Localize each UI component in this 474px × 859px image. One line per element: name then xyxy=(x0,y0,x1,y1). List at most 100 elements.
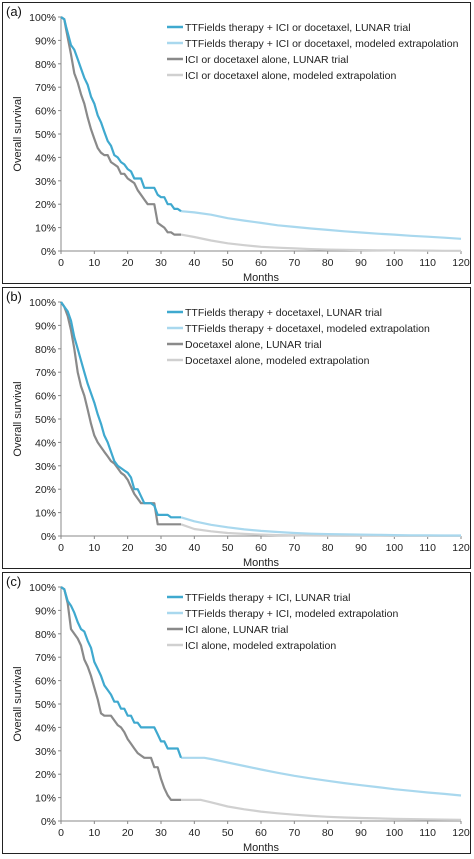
legend-label-1: TTFields therapy + ICI, LUNAR trial xyxy=(185,592,350,604)
legend-label-4: ICI or docetaxel alone, modeled extrapol… xyxy=(185,70,396,82)
series-line-2 xyxy=(180,210,462,240)
y-tick-label: 30% xyxy=(35,461,56,473)
panel-label-b: (b) xyxy=(6,289,22,304)
chart-panel-b: 0% 10% 20% 30% 40% 50% 60% 70% 80% 90% 100% 0 10 20 30… xyxy=(2,287,471,569)
y-tick-label: 80% xyxy=(35,629,56,641)
x-tick-label: 120 xyxy=(452,827,470,839)
x-tick-label: 30 xyxy=(155,542,167,554)
chart-b: 0% 10% 20% 30% 40% 50% 60% 70% 80% 90% 100% 0 10 20 30… xyxy=(12,297,470,569)
y-tick-label: 10% xyxy=(35,508,56,520)
series-line-2 xyxy=(181,756,462,797)
x-tick-label: 80 xyxy=(322,257,334,269)
x-tick-label: 10 xyxy=(88,827,100,839)
y-tick-label: 70% xyxy=(35,82,56,94)
x-tick-label: 90 xyxy=(355,542,367,554)
x-tick-label: 60 xyxy=(255,827,267,839)
chart-a: 0% 10% 20% 30% 40% 50% 60% 70% 80% 90% 100% 0 10 20 30… xyxy=(12,12,470,284)
y-axis-title: Overall survival xyxy=(12,96,24,171)
x-tick-label: 20 xyxy=(122,827,134,839)
y-tick-label: 20% xyxy=(35,484,56,496)
x-tick-label: 60 xyxy=(255,542,267,554)
y-tick-label: 0% xyxy=(41,531,56,543)
y-tick-label: 30% xyxy=(35,176,56,188)
series-line-2 xyxy=(180,516,461,537)
x-tick-label: 50 xyxy=(222,827,234,839)
x-tick-label: 40 xyxy=(188,827,200,839)
y-tick-label: 60% xyxy=(35,391,56,403)
y-tick-label: 50% xyxy=(35,699,56,711)
x-tick-label: 20 xyxy=(122,542,134,554)
panel-label-c: (c) xyxy=(6,574,22,589)
x-tick-label: 40 xyxy=(188,257,200,269)
x-tick-label: 100 xyxy=(386,542,404,554)
y-tick-label: 50% xyxy=(35,129,56,141)
series-line-3 xyxy=(60,586,181,801)
y-axis-title: Overall survival xyxy=(12,666,24,741)
legend-label-3: ICI or docetaxel alone, LUNAR trial xyxy=(185,54,348,66)
x-tick-label: 110 xyxy=(419,257,436,269)
x-tick-label: 20 xyxy=(122,257,134,269)
y-tick-label: 70% xyxy=(35,652,56,664)
y-tick-label: 80% xyxy=(35,344,56,356)
y-tick-label: 20% xyxy=(35,769,56,781)
y-tick-label: 50% xyxy=(35,414,56,426)
legend-label-1: TTFields therapy + docetaxel, LUNAR tria… xyxy=(185,307,382,319)
x-tick-label: 80 xyxy=(322,542,334,554)
x-tick-label: 0 xyxy=(58,827,64,839)
series-line-1 xyxy=(60,16,182,213)
y-tick-label: 10% xyxy=(35,793,56,805)
y-tick-label: 40% xyxy=(35,437,56,449)
y-tick-label: 10% xyxy=(35,223,56,235)
chart-panel-a: 0% 10% 20% 30% 40% 50% 60% 70% 80% 90% 100% 0 10 20 30… xyxy=(2,2,471,284)
x-tick-label: 70 xyxy=(288,257,300,269)
legend-label-3: Docetaxel alone, LUNAR trial xyxy=(185,339,322,351)
y-tick-label: 100% xyxy=(29,582,56,594)
series-line-3 xyxy=(60,301,181,526)
legend-label-4: Docetaxel alone, modeled extrapolation xyxy=(185,355,370,367)
series-line-1 xyxy=(60,586,183,759)
x-tick-label: 90 xyxy=(355,257,367,269)
x-axis-title: Months xyxy=(243,272,280,284)
x-tick-label: 10 xyxy=(88,257,100,269)
legend-label-2: TTFields therapy + ICI or docetaxel, mod… xyxy=(185,38,459,50)
x-tick-label: 70 xyxy=(288,827,300,839)
x-tick-label: 10 xyxy=(88,542,100,554)
series-line-4 xyxy=(181,798,462,821)
x-axis-title: Months xyxy=(243,557,280,569)
y-axis-title: Overall survival xyxy=(12,381,24,456)
x-tick-label: 100 xyxy=(386,827,404,839)
y-tick-label: 0% xyxy=(41,816,56,828)
x-tick-label: 80 xyxy=(322,827,334,839)
series-line-3 xyxy=(60,16,181,236)
legend-label-3: ICI alone, LUNAR trial xyxy=(185,624,288,636)
legend-label-1: TTFields therapy + ICI or docetaxel, LUN… xyxy=(185,22,411,34)
y-tick-label: 20% xyxy=(35,199,56,211)
y-tick-label: 30% xyxy=(35,746,56,758)
x-axis-title: Months xyxy=(243,842,280,854)
y-tick-label: 100% xyxy=(29,297,56,309)
y-tick-label: 70% xyxy=(35,367,56,379)
y-tick-label: 80% xyxy=(35,59,56,71)
x-tick-label: 110 xyxy=(419,827,436,839)
x-tick-label: 120 xyxy=(452,542,470,554)
y-tick-label: 90% xyxy=(35,605,56,617)
y-tick-label: 60% xyxy=(35,106,56,118)
x-tick-label: 70 xyxy=(288,542,300,554)
y-tick-label: 90% xyxy=(35,35,56,47)
x-tick-label: 0 xyxy=(58,542,64,554)
y-tick-label: 100% xyxy=(29,12,56,24)
legend-label-4: ICI alone, modeled extrapolation xyxy=(185,640,336,652)
y-tick-label: 0% xyxy=(41,246,56,258)
panel-label-a: (a) xyxy=(6,4,22,19)
x-tick-label: 40 xyxy=(188,542,200,554)
series-line-1 xyxy=(60,301,181,519)
x-tick-label: 60 xyxy=(255,257,267,269)
series-line-4 xyxy=(180,233,461,252)
y-tick-label: 60% xyxy=(35,676,56,688)
x-tick-label: 90 xyxy=(355,827,367,839)
y-tick-label: 40% xyxy=(35,722,56,734)
x-tick-label: 30 xyxy=(155,257,167,269)
chart-c: 0% 10% 20% 30% 40% 50% 60% 70% 80% 90% 100% 0 10 20 30… xyxy=(12,582,470,854)
x-tick-label: 30 xyxy=(155,827,167,839)
legend-label-2: TTFields therapy + docetaxel, modeled ex… xyxy=(185,323,430,335)
